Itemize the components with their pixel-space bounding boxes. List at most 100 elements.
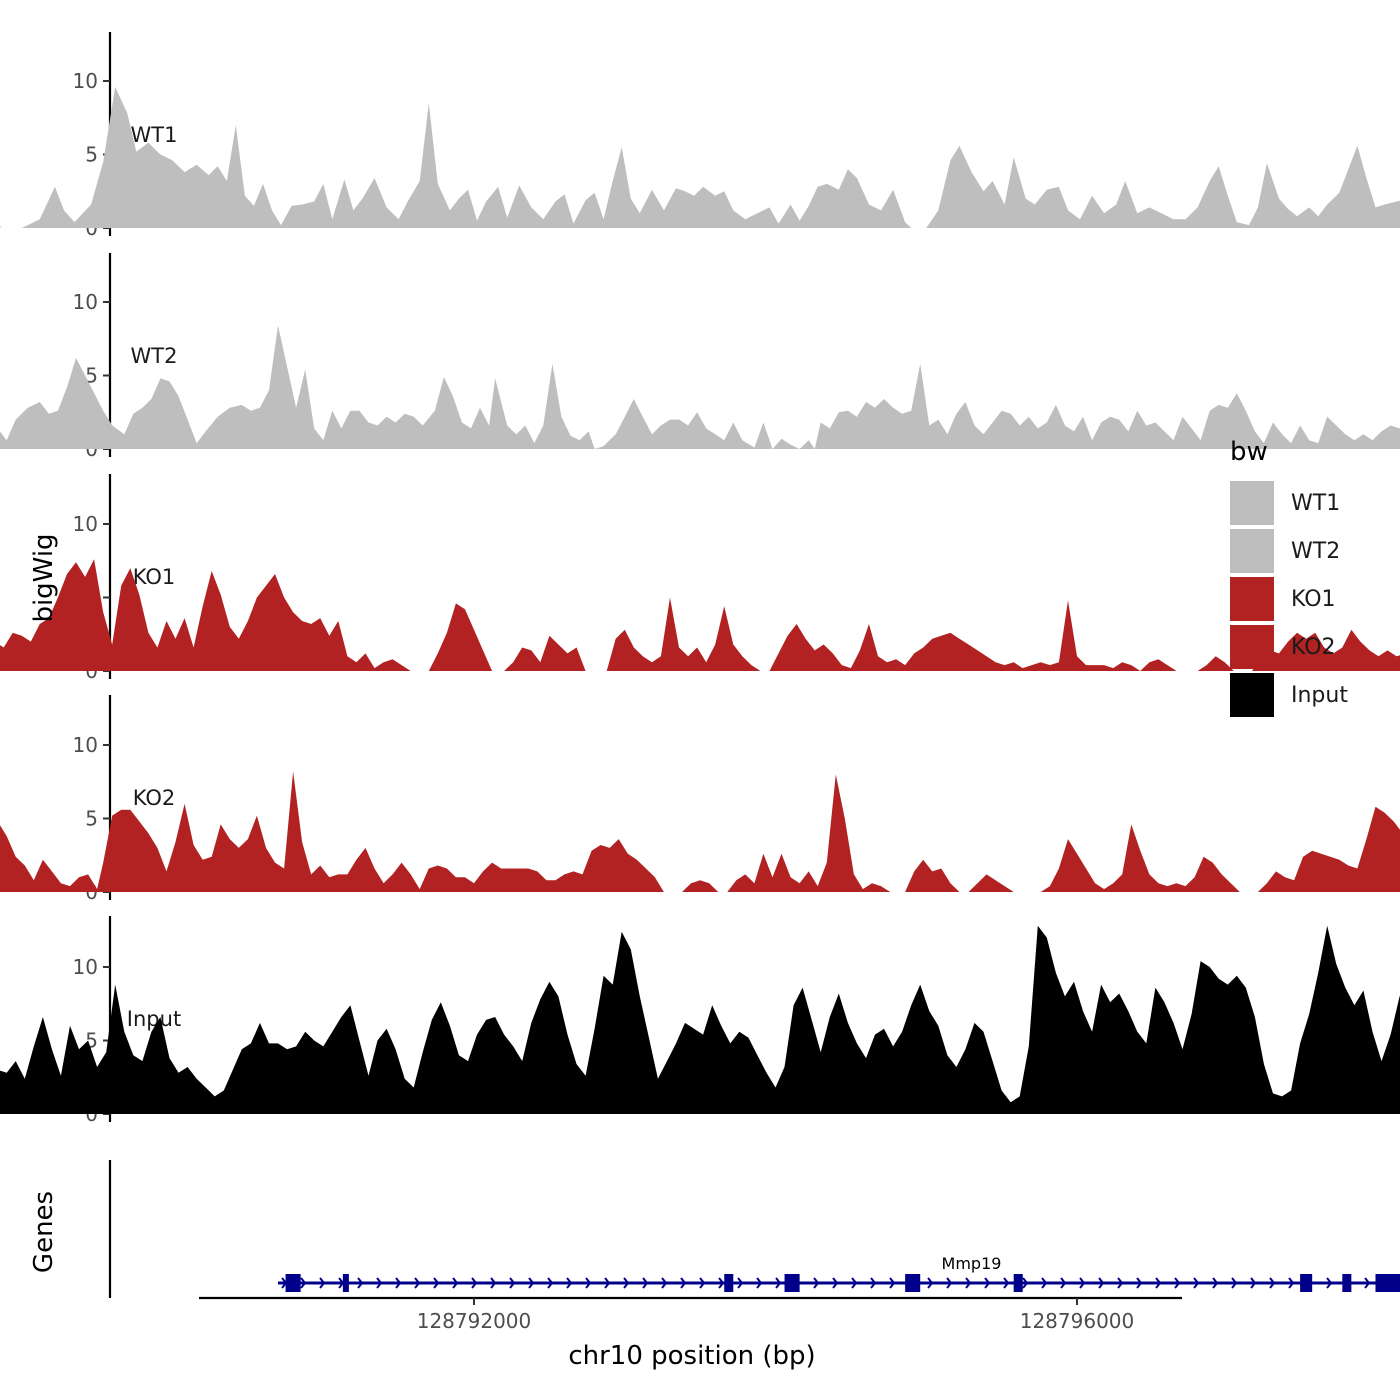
strand-chevron <box>889 1277 896 1289</box>
track-label: WT2 <box>131 344 178 368</box>
strand-chevron <box>1155 1277 1162 1289</box>
gene-exon <box>784 1274 800 1292</box>
strand-chevron <box>1269 1277 1276 1289</box>
gene-exon <box>1375 1274 1400 1292</box>
legend-item-wt2: WT2 <box>1230 529 1340 573</box>
legend-label: WT2 <box>1291 539 1340 564</box>
legend-item-wt1: WT1 <box>1230 481 1340 525</box>
gene-exon <box>1300 1274 1313 1292</box>
strand-chevron <box>680 1277 687 1289</box>
strand-chevron <box>1174 1277 1181 1289</box>
strand-chevron <box>319 1277 326 1289</box>
track-input: 0510Input <box>0 916 1400 1126</box>
legend-key <box>1230 673 1274 717</box>
y-tick-label: 5 <box>85 364 98 388</box>
area-wt1 <box>21 86 1400 228</box>
gene-panel-title: Genes <box>29 1191 59 1273</box>
track-label: WT1 <box>131 123 178 147</box>
legend-label: KO2 <box>1291 635 1336 660</box>
strand-chevron <box>395 1277 402 1289</box>
strand-chevron <box>452 1277 459 1289</box>
gene-label: Mmp19 <box>942 1254 1002 1273</box>
gene-exon <box>285 1274 301 1292</box>
y-tick-label: 5 <box>85 143 98 167</box>
area-ko1 <box>606 597 1177 671</box>
legend-key <box>1230 481 1274 525</box>
strand-chevron <box>851 1277 858 1289</box>
strand-chevron <box>623 1277 630 1289</box>
y-axis-title: bigWig <box>29 533 59 622</box>
legend-key <box>1230 625 1274 669</box>
track-label: Input <box>127 1007 181 1031</box>
legend-key <box>1230 529 1274 573</box>
track-label: KO2 <box>133 786 176 810</box>
strand-chevron <box>737 1277 744 1289</box>
strand-chevron <box>528 1277 535 1289</box>
gene-mmp19: Mmp19 <box>278 1254 1400 1292</box>
strand-chevron <box>547 1277 554 1289</box>
strand-chevron <box>946 1277 953 1289</box>
legend: bw WT1 WT2 KO1 KO2 Input <box>1230 437 1348 717</box>
y-tick-label: 10 <box>73 69 98 93</box>
legend-item-ko1: KO1 <box>1230 577 1336 621</box>
strand-chevron <box>509 1277 516 1289</box>
strand-chevron <box>1212 1277 1219 1289</box>
strand-chevron <box>566 1277 573 1289</box>
strand-chevron <box>718 1277 725 1289</box>
area-ko2 <box>1031 824 1240 892</box>
strand-chevron <box>433 1277 440 1289</box>
strand-chevron <box>490 1277 497 1289</box>
strand-chevron <box>984 1277 991 1289</box>
legend-item-ko2: KO2 <box>1230 625 1336 669</box>
gene-exon <box>1013 1274 1023 1292</box>
area-ko1 <box>0 559 411 671</box>
track-ko1: 0510KO1 <box>0 474 1400 683</box>
strand-chevron <box>775 1277 782 1289</box>
strand-chevron <box>585 1277 592 1289</box>
strand-chevron <box>1288 1277 1295 1289</box>
bigwig-tracks: 0510WT10510WT20510KO10510KO20510Input <box>0 32 1400 1126</box>
strand-chevron <box>1250 1277 1257 1289</box>
area-wt2 <box>0 325 1400 449</box>
axes: bigWig Genes chr10 position (bp) <box>29 533 816 1371</box>
gene-track: 128792000128796000128800000Tmem198bMmp19 <box>108 1160 1400 1333</box>
strand-chevron <box>1003 1277 1010 1289</box>
strand-chevron <box>414 1277 421 1289</box>
area-wt1 <box>0 224 1 228</box>
strand-chevron <box>927 1277 934 1289</box>
area-ko2 <box>0 771 664 892</box>
track-wt1: 0510WT1 <box>0 32 1400 240</box>
strand-chevron <box>1231 1277 1238 1289</box>
y-tick-label: 10 <box>73 512 98 536</box>
strand-chevron <box>604 1277 611 1289</box>
strand-chevron <box>1098 1277 1105 1289</box>
strand-chevron <box>1060 1277 1067 1289</box>
legend-label: Input <box>1291 683 1348 708</box>
area-ko1 <box>428 603 586 671</box>
strand-chevron <box>1041 1277 1048 1289</box>
strand-chevron <box>813 1277 820 1289</box>
legend-title: bw <box>1230 437 1268 467</box>
track-wt2: 0510WT2 <box>0 253 1400 461</box>
strand-chevron <box>1364 1277 1371 1289</box>
area-ko1 <box>1251 629 1400 671</box>
strand-chevron <box>832 1277 839 1289</box>
track-ko2: 0510KO2 <box>0 695 1400 904</box>
strand-chevron <box>1193 1277 1200 1289</box>
legend-item-input: Input <box>1230 673 1348 717</box>
strand-chevron <box>471 1277 478 1289</box>
legend-label: WT1 <box>1291 491 1340 516</box>
y-tick-label: 5 <box>85 807 98 831</box>
y-tick-label: 10 <box>73 290 98 314</box>
x-tick-label: 128796000 <box>1020 1309 1135 1333</box>
strand-chevron <box>1079 1277 1086 1289</box>
legend-label: KO1 <box>1291 587 1336 612</box>
strand-chevron <box>870 1277 877 1289</box>
strand-chevron <box>965 1277 972 1289</box>
area-input <box>0 925 1400 1114</box>
strand-chevron <box>661 1277 668 1289</box>
gene-exon <box>905 1274 921 1292</box>
strand-chevron <box>300 1277 307 1289</box>
strand-chevron <box>1117 1277 1124 1289</box>
